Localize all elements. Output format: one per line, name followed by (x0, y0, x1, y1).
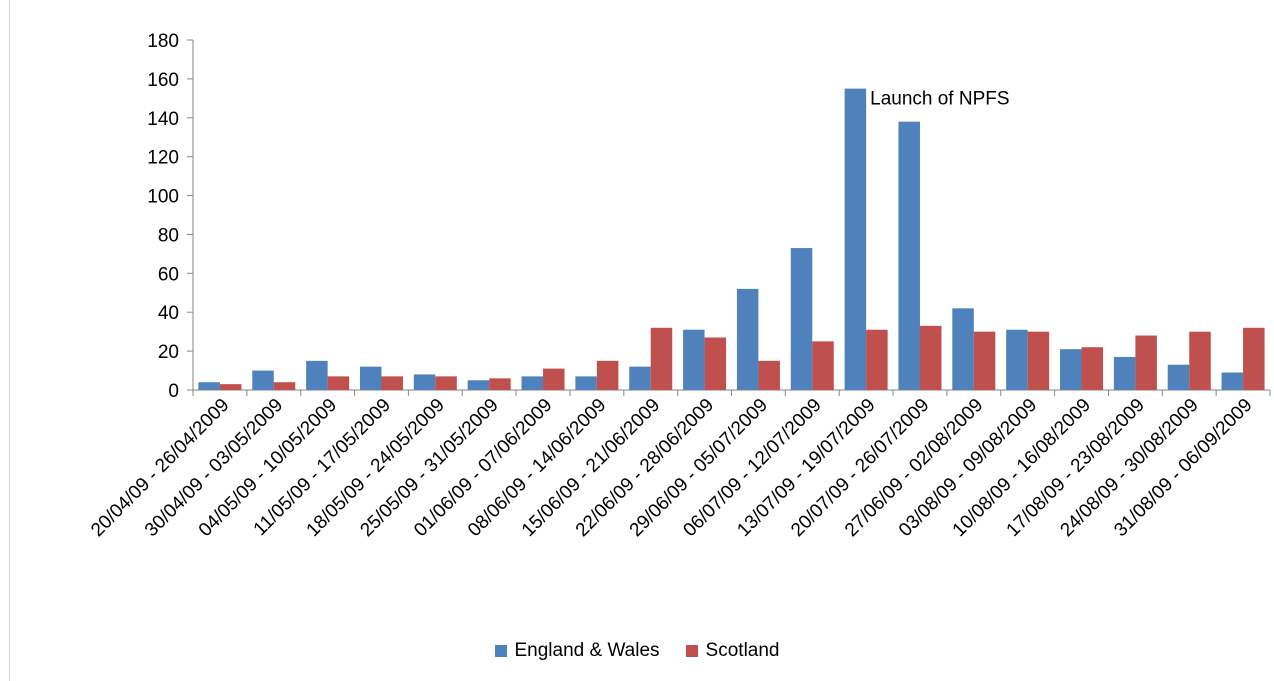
legend-item-england-wales: England & Wales (494, 640, 660, 662)
bar-england-wales-11 (790, 248, 813, 390)
bar-england-wales-1 (252, 370, 274, 390)
bar-scotland-0 (219, 384, 242, 390)
legend-swatch-scotland (685, 645, 698, 657)
bar-england-wales-3 (359, 366, 382, 390)
bar-england-wales-18 (1167, 364, 1190, 390)
legend-item-scotland: Scotland (685, 640, 780, 662)
bar-scotland-14 (973, 331, 996, 390)
bar-england-wales-5 (467, 380, 490, 390)
bar-scotland-17 (1135, 335, 1157, 390)
y-tick-label: 20 (158, 342, 179, 363)
bar-england-wales-19 (1221, 372, 1244, 390)
chart-bars (198, 88, 1265, 391)
y-tick-label: 160 (147, 70, 179, 91)
bar-england-wales-8 (629, 366, 651, 390)
annotation-label: Launch of NPFS (870, 89, 1009, 110)
bar-england-wales-2 (306, 360, 328, 390)
y-tick-label: 100 (147, 187, 179, 208)
bar-scotland-3 (381, 376, 403, 390)
bar-england-wales-10 (736, 288, 759, 390)
y-tick-label: 180 (147, 31, 179, 52)
bar-scotland-9 (704, 337, 727, 390)
bar-scotland-7 (596, 360, 619, 390)
bar-england-wales-4 (413, 374, 436, 390)
bar-england-wales-9 (683, 329, 705, 390)
y-tick-label: 40 (158, 303, 179, 324)
left-border-line (9, 0, 10, 681)
bar-england-wales-12 (844, 88, 867, 390)
y-tick-label: 140 (147, 109, 179, 130)
bar-england-wales-15 (1006, 329, 1028, 390)
bar-england-wales-0 (198, 382, 220, 390)
bar-scotland-13 (919, 325, 942, 390)
legend-label-england-wales: England & Wales (514, 640, 660, 661)
bar-scotland-1 (273, 382, 296, 390)
bar-scotland-11 (812, 341, 834, 390)
chart-axes (187, 39, 1271, 396)
legend-swatch-england-wales (494, 645, 507, 657)
bar-scotland-19 (1243, 327, 1265, 390)
bar-scotland-15 (1027, 331, 1050, 390)
bar-england-wales-17 (1113, 356, 1136, 390)
bar-scotland-8 (650, 327, 673, 390)
bar-scotland-6 (543, 368, 565, 390)
bar-scotland-18 (1189, 331, 1211, 390)
bar-england-wales-13 (898, 121, 920, 391)
y-tick-label: 80 (158, 225, 179, 246)
bar-scotland-10 (758, 360, 780, 390)
bar-england-wales-14 (952, 308, 974, 390)
y-tick-label: 60 (158, 264, 179, 285)
legend-label-scotland: Scotland (705, 640, 780, 661)
bar-england-wales-6 (521, 376, 544, 390)
bar-scotland-5 (489, 378, 511, 390)
bar-scotland-16 (1081, 347, 1104, 390)
y-tick-label: 120 (147, 148, 179, 169)
bar-scotland-2 (327, 376, 350, 390)
bar-scotland-12 (866, 329, 888, 390)
bar-england-wales-7 (575, 376, 597, 390)
chart-legend: England & Wales Scotland (0, 640, 1274, 662)
bar-england-wales-16 (1060, 349, 1082, 390)
y-tick-label: 0 (168, 381, 179, 402)
bar-scotland-4 (435, 376, 457, 390)
